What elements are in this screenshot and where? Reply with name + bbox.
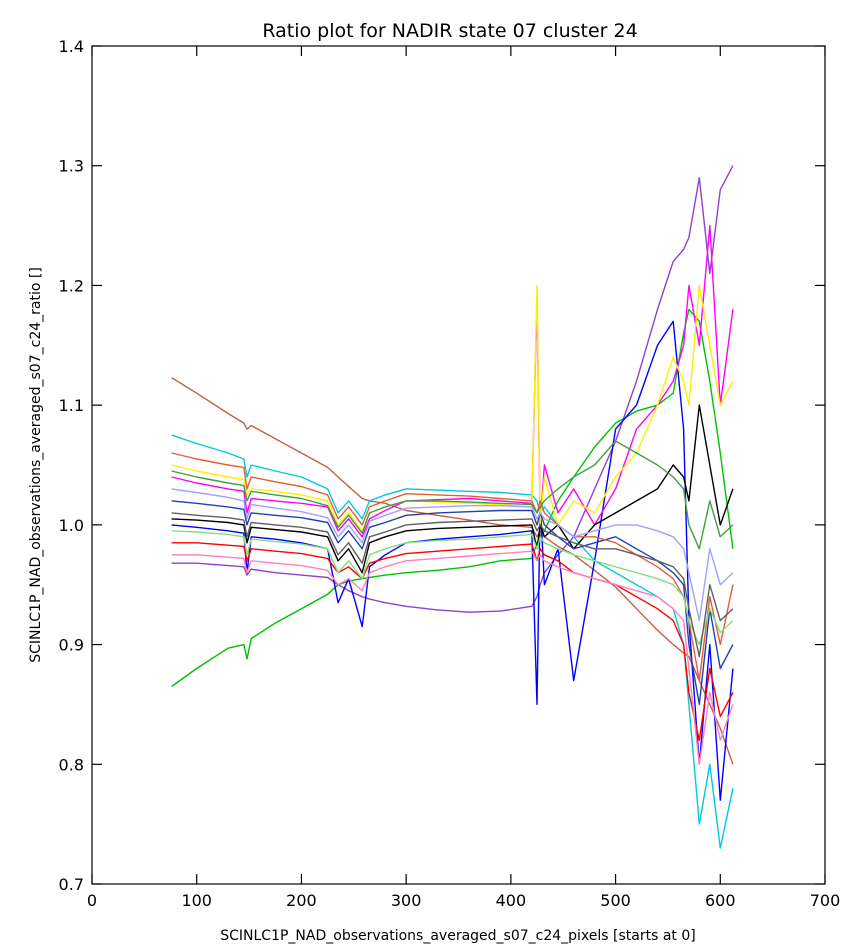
series-line-10 [171, 500, 734, 706]
series-line-12 [171, 530, 734, 646]
chart-title: Ratio plot for NADIR state 07 cluster 24 [262, 20, 637, 42]
y-tick-label-7: 1.3 [59, 157, 84, 176]
series-line-5 [171, 224, 734, 538]
series-line-6 [171, 434, 734, 849]
series-line-7 [171, 284, 734, 532]
y-tick-label-1: 0.7 [59, 875, 84, 894]
x-tick-label-8: 700 [810, 891, 841, 910]
series-line-15 [171, 440, 734, 550]
series-line-1 [171, 377, 734, 765]
series-line-13 [171, 488, 734, 622]
series-line-8 [171, 542, 734, 741]
x-tick-label-7: 600 [705, 891, 736, 910]
x-tick-label-3: 200 [286, 891, 317, 910]
x-axis-label: SCINLC1P_NAD_observations_averaged_s07_c… [220, 928, 696, 944]
y-tick-label-3: 0.9 [59, 636, 84, 655]
y-axis-label: SCINLC1P_NAD_observations_averaged_s07_c… [28, 267, 44, 663]
series-line-16 [171, 550, 734, 765]
series-line-2 [171, 308, 734, 688]
y-axis: 0.7 0.8 0.9 1.0 1.1 1.2 1.3 1.4 [59, 37, 825, 894]
y-tick-label-8: 1.4 [59, 37, 84, 56]
x-tick-label-4: 300 [391, 891, 422, 910]
x-axis: 0 100 200 300 400 500 600 700 [87, 46, 840, 910]
y-tick-label-4: 1.0 [59, 516, 84, 535]
x-tick-label-6: 500 [600, 891, 631, 910]
plot-frame [91, 45, 826, 885]
x-tick-label-5: 400 [496, 891, 527, 910]
y-tick-label-6: 1.2 [59, 276, 84, 295]
series-line-4 [171, 320, 734, 801]
x-tick-label-2: 100 [181, 891, 212, 910]
x-tick-label-1: 0 [87, 891, 97, 910]
y-tick-label-5: 1.1 [59, 396, 84, 415]
y-tick-label-2: 0.8 [59, 755, 84, 774]
series-line-3 [171, 165, 734, 613]
series-line-9 [171, 404, 734, 574]
series-line-11 [171, 452, 734, 682]
series-layer [171, 165, 734, 849]
series-line-14 [171, 512, 734, 658]
